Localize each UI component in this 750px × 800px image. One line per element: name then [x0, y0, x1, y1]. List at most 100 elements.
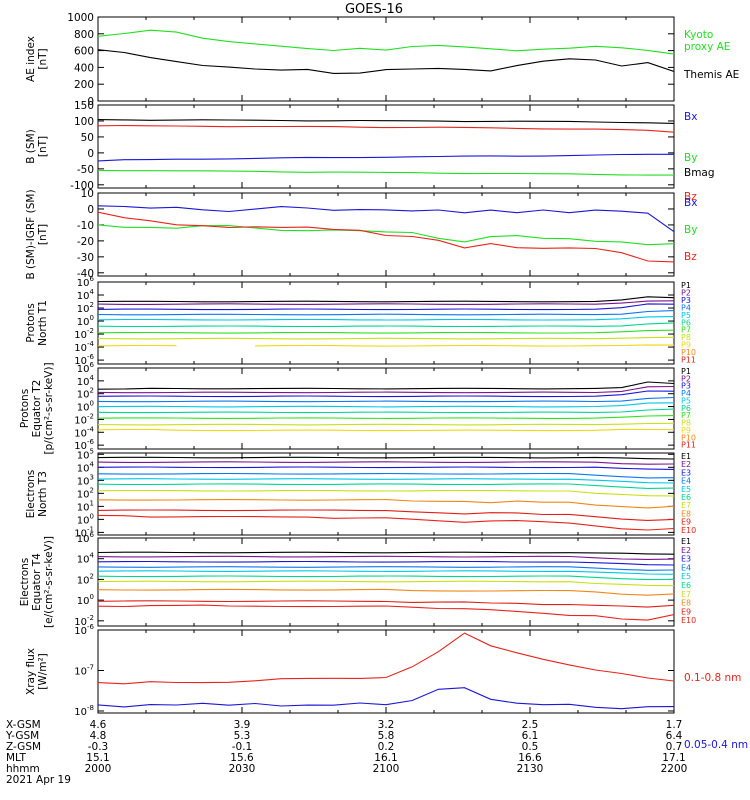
- series-line-e7: [98, 489, 674, 497]
- y-tick-label: 100: [77, 314, 94, 328]
- y-axis-label: B (SM)-IGRF (SM)[nT]: [25, 189, 49, 279]
- legend-label-line: Bz: [684, 251, 697, 263]
- series-line-e3: [98, 560, 674, 566]
- legend-label: P11: [681, 441, 696, 450]
- legend-label-line: proxy AE: [684, 41, 730, 53]
- legend-label: E5: [681, 485, 691, 494]
- legend-label-line: E8: [681, 599, 691, 608]
- y-tick-exponent: 6: [90, 531, 95, 539]
- legend-label-line: E10: [681, 616, 696, 625]
- series-line-e2: [98, 555, 674, 560]
- legend-label: P11: [681, 356, 696, 365]
- series-line-p4: [98, 396, 674, 403]
- series-line-0-05-0-4-nm: [98, 687, 674, 710]
- legend-label: P7: [681, 326, 691, 335]
- x-tick-value: 0.2: [378, 741, 395, 753]
- legend-label: Bz: [684, 191, 697, 203]
- legend-label-line: E4: [681, 563, 691, 572]
- y-axis-label-line: North T1: [37, 300, 49, 346]
- legend-label: P5: [681, 311, 691, 320]
- y-tick-label: 10-4: [74, 340, 94, 354]
- y-tick-exponent: 4: [90, 374, 95, 382]
- legend-label: E3: [681, 468, 691, 477]
- legend-label-line: P8: [681, 333, 691, 342]
- series-line-p1: [98, 296, 674, 303]
- legend-label: P10: [681, 348, 696, 357]
- y-tick-label: 102: [77, 572, 94, 586]
- y-axis-label-line: [nT]: [37, 48, 49, 69]
- y-tick-label: 106: [77, 275, 95, 289]
- legend-label: P8: [681, 333, 691, 342]
- y-axis-label-line: Equator T4: [31, 553, 43, 611]
- legend-label: Bx: [684, 111, 697, 123]
- series-line-p5: [98, 316, 674, 321]
- legend-label-line: P6: [681, 404, 691, 413]
- y-tick-exponent: 4: [90, 552, 95, 560]
- y-tick-exponent: 2: [90, 301, 94, 309]
- panel-frame: [97, 281, 675, 365]
- legend-label-line: E7: [681, 590, 691, 599]
- series-line-by: [98, 224, 674, 246]
- y-tick-label: 10-8: [74, 704, 94, 718]
- x-row-label: Y-GSM: [5, 730, 39, 742]
- legend-label-line: E1: [681, 452, 691, 461]
- series-line-e4: [98, 472, 674, 479]
- x-tick-value: 6.4: [666, 730, 683, 742]
- series-line-e9: [98, 509, 674, 521]
- y-axis-label-line: [nT]: [37, 136, 49, 157]
- y-axis-label: ElectronsNorth T3: [25, 470, 49, 519]
- x-row-label: Z-GSM: [6, 741, 41, 753]
- y-tick-label: 10: [81, 188, 94, 200]
- y-tick-label: 104: [77, 552, 95, 566]
- legend-label: Bz: [684, 251, 697, 263]
- panel-xray: 10-6 10-7 10-8 Xray flux[W/m²] 0.1-0.8 nm 0.0…: [25, 623, 748, 751]
- legend-label: E7: [681, 501, 691, 510]
- legend-label-line: P5: [681, 396, 691, 405]
- y-axis-label-line: [W/m²]: [37, 653, 49, 690]
- y-tick-exponent: -8: [87, 704, 94, 712]
- legend-label-line: E5: [681, 572, 691, 581]
- y-tick-label: 101: [77, 499, 94, 513]
- series-line-p4: [98, 310, 674, 316]
- y-tick-exponent: 1: [90, 499, 94, 507]
- series-line-bx: [98, 205, 674, 233]
- x-row-label: X-GSM: [6, 719, 41, 731]
- series-line-e1: [98, 551, 674, 555]
- series-line-e6: [98, 483, 674, 489]
- y-tick-label: 10-2: [74, 327, 94, 341]
- y-axis-label: AE index[nT]: [25, 36, 49, 82]
- series-line-p7: [98, 329, 674, 334]
- legend-label: Bmag: [684, 167, 715, 179]
- legend-label-line: P9: [681, 426, 691, 435]
- series-line-kyoto-proxy-ae: [98, 29, 674, 55]
- panel-frame: [97, 16, 675, 102]
- legend-label-line: P11: [681, 356, 696, 365]
- legend-label-line: P1: [681, 367, 691, 376]
- y-tick-exponent: 4: [90, 288, 95, 296]
- x-tick-value: -0.1: [232, 741, 253, 753]
- panel-frame: [97, 192, 675, 277]
- legend-label: E5: [681, 572, 691, 581]
- legend-label: P1: [681, 367, 691, 376]
- x-tick-value: 2.5: [522, 719, 539, 731]
- legend-label: P6: [681, 318, 691, 327]
- series-line-p1: [98, 381, 674, 390]
- legend-label-line: P10: [681, 348, 696, 357]
- legend-label: E3: [681, 555, 691, 564]
- series-line-themis-ae: [98, 49, 674, 74]
- y-tick-label: 600: [74, 46, 94, 58]
- series-line-p3: [98, 303, 674, 311]
- legend-label-line: P3: [681, 296, 691, 305]
- legend-label: P5: [681, 396, 691, 405]
- legend-label: E6: [681, 493, 691, 502]
- y-axis-label-line: Equator T2: [31, 380, 43, 438]
- y-tick-exponent: -4: [87, 340, 95, 348]
- legend-label: E6: [681, 581, 691, 590]
- y-tick-label: 106: [77, 531, 95, 545]
- y-tick-label: 200: [74, 79, 94, 91]
- y-tick-exponent: 5: [90, 447, 94, 455]
- x-tick-value: 17.1: [662, 752, 685, 764]
- legend-label-line: P11: [681, 441, 696, 450]
